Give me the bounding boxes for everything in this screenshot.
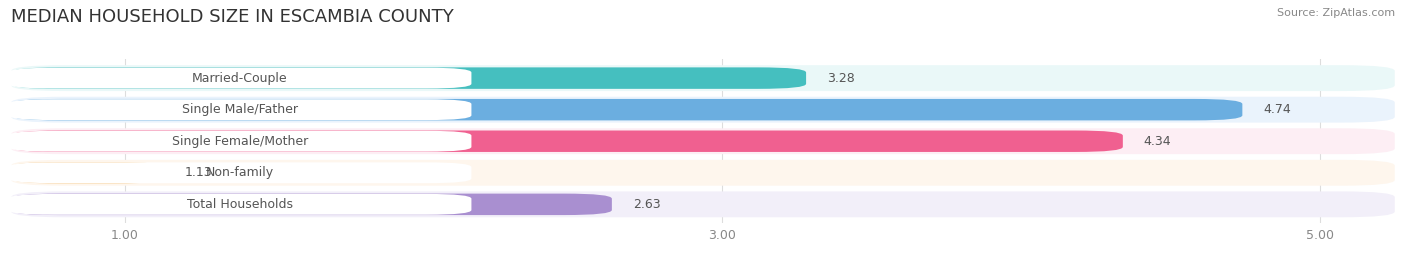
FancyBboxPatch shape — [11, 160, 1395, 186]
FancyBboxPatch shape — [8, 131, 471, 152]
Text: 1.13: 1.13 — [184, 166, 212, 179]
FancyBboxPatch shape — [8, 99, 471, 120]
Text: 2.63: 2.63 — [633, 198, 661, 211]
Text: Single Female/Mother: Single Female/Mother — [172, 135, 308, 148]
FancyBboxPatch shape — [11, 99, 1243, 121]
Text: Married-Couple: Married-Couple — [193, 72, 288, 85]
FancyBboxPatch shape — [11, 130, 1123, 152]
FancyBboxPatch shape — [11, 194, 612, 215]
Text: 4.34: 4.34 — [1143, 135, 1171, 148]
FancyBboxPatch shape — [11, 192, 1395, 217]
FancyBboxPatch shape — [11, 65, 1395, 91]
Text: Non-family: Non-family — [205, 166, 274, 179]
Text: 3.28: 3.28 — [827, 72, 855, 85]
FancyBboxPatch shape — [11, 128, 1395, 154]
FancyBboxPatch shape — [8, 68, 471, 89]
Text: MEDIAN HOUSEHOLD SIZE IN ESCAMBIA COUNTY: MEDIAN HOUSEHOLD SIZE IN ESCAMBIA COUNTY — [11, 8, 454, 26]
FancyBboxPatch shape — [11, 67, 806, 89]
FancyBboxPatch shape — [8, 162, 471, 183]
FancyBboxPatch shape — [8, 194, 471, 215]
FancyBboxPatch shape — [11, 162, 163, 183]
FancyBboxPatch shape — [11, 97, 1395, 123]
Text: Source: ZipAtlas.com: Source: ZipAtlas.com — [1277, 8, 1395, 18]
Text: Single Male/Father: Single Male/Father — [181, 103, 298, 116]
Text: 4.74: 4.74 — [1263, 103, 1291, 116]
Text: Total Households: Total Households — [187, 198, 292, 211]
